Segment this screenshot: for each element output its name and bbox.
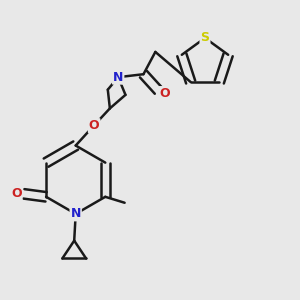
- Text: O: O: [89, 119, 99, 132]
- Text: N: N: [70, 207, 81, 220]
- Text: S: S: [200, 31, 209, 44]
- Text: O: O: [160, 87, 170, 100]
- Text: O: O: [11, 187, 22, 200]
- Text: N: N: [113, 71, 123, 84]
